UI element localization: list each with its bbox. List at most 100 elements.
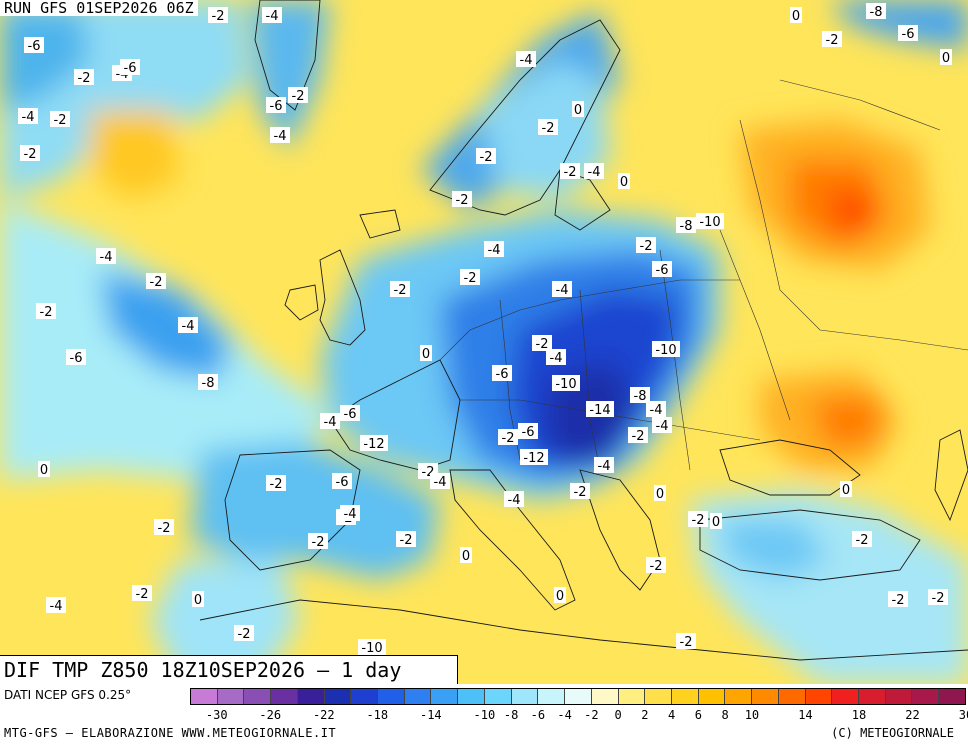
contour-label: -2: [312, 535, 325, 550]
color-scale-step: [618, 689, 646, 704]
contour-label: -4: [656, 419, 669, 434]
data-source-label: DATI NCEP GFS 0.25°: [4, 688, 132, 702]
contour-label-bg: [628, 427, 648, 443]
contour-label: -4: [50, 599, 63, 614]
contour-label: -2: [150, 275, 163, 290]
color-scale-tick-label: -18: [366, 708, 389, 722]
contour-label-bg: [66, 349, 86, 365]
color-scale-step: [191, 689, 218, 704]
contour-label: 0: [194, 593, 202, 608]
contour-label: -8: [202, 376, 215, 391]
color-scale-step: [858, 689, 886, 704]
contour-label: -2: [542, 121, 555, 136]
contour-label: -4: [520, 53, 533, 68]
contour-label-bg: [38, 461, 50, 477]
color-scale-tick-label: 22: [905, 708, 920, 722]
contour-label-bg: [420, 345, 432, 361]
contour-label: -6: [902, 27, 915, 42]
contour-label-bg: [266, 475, 286, 491]
contour-label-bg: [192, 591, 204, 607]
anomaly-fill-layer: [0, 0, 968, 684]
contour-label: -2: [480, 150, 493, 165]
contour-label: -2: [40, 305, 53, 320]
contour-label-bg: [888, 591, 908, 607]
contour-label-bg: [358, 639, 386, 655]
contour-label-bg: [618, 173, 630, 189]
color-scale-step: [565, 689, 592, 704]
contour-label: -6: [522, 425, 535, 440]
contour-label: -4: [550, 351, 563, 366]
color-scale-step: [671, 689, 699, 704]
contour-label-bg: [710, 513, 722, 529]
contour-label-bg: [688, 511, 708, 527]
contour-label-bg: [452, 191, 472, 207]
contour-label-bg: [476, 148, 496, 164]
contour-label: -2: [680, 635, 693, 650]
contour-label-bg: [552, 375, 580, 391]
color-scale-tick-label: 6: [694, 708, 703, 722]
contour-label-bg: [520, 449, 548, 465]
color-scale-step: [939, 689, 965, 704]
contour-label-bg: [630, 387, 650, 403]
contour-label: -2: [238, 627, 251, 642]
contour-label: 0: [792, 9, 800, 24]
copyright-label: (C) METEOGIORNALE: [831, 726, 954, 740]
contour-label-bg: [518, 423, 538, 439]
contour-label: 0: [40, 463, 48, 478]
contour-label-bg: [198, 374, 218, 390]
contour-label-bg: [696, 213, 724, 229]
contour-label: -4: [344, 507, 357, 522]
contour-label: 0: [942, 51, 950, 66]
color-scale-step: [645, 689, 672, 704]
contour-label-bg: [270, 127, 290, 143]
contour-label-bg: [652, 417, 672, 433]
contour-label-bg: [646, 401, 666, 417]
contour-label: -2: [632, 429, 645, 444]
contour-label: -2: [892, 593, 905, 608]
contour-label: 0: [620, 175, 628, 190]
contour-label: 0: [842, 483, 850, 498]
contour-label: -8: [634, 389, 647, 404]
contour-label: -6: [496, 367, 509, 382]
color-scale-ticks: -30 -26 -22 -18 -14 -10 -8 -6 -4 -2 0 2 4 6 8 10 14 18 22 3…: [190, 708, 968, 724]
contour-label-bg: [652, 261, 672, 277]
contour-labels: -4 -2 -6 -4 -6 -2 -6 -4 -2 -4 -2 -2 -4 -2 -2 0 -2 -2 -4 0 -4…: [18, 3, 952, 656]
color-scale-bar: [190, 688, 966, 705]
map-canvas: -4 -2 -6 -4 -6 -2 -6 -4 -2 -4 -2 -2 -4 -2 -2 0 -2 -2 -4 0 -4…: [0, 0, 968, 684]
contour-label: -6: [70, 351, 83, 366]
color-scale-tick-label: -14: [419, 708, 442, 722]
contour-label: -6: [344, 407, 357, 422]
color-scale-step: [297, 689, 325, 704]
contour-label: -12: [363, 437, 384, 452]
contour-label-bg: [24, 37, 44, 53]
contour-label: -2: [54, 113, 67, 128]
contour-label-bg: [492, 365, 512, 381]
contour-label: -4: [100, 250, 113, 265]
contour-label-bg: [266, 97, 286, 113]
contour-label-bg: [390, 281, 410, 297]
contour-label: -4: [266, 9, 279, 24]
contour-label-bg: [50, 111, 70, 127]
contour-label-bg: [18, 108, 38, 124]
contour-label-bg: [790, 7, 802, 23]
color-scale-step: [778, 689, 806, 704]
contour-label-bg: [460, 269, 480, 285]
color-scale-step: [752, 689, 779, 704]
contour-label: -10: [555, 377, 576, 392]
contour-label-bg: [308, 533, 328, 549]
contour-label: 0: [574, 103, 582, 118]
contour-label-bg: [584, 163, 604, 179]
contour-label: -2: [502, 431, 515, 446]
contour-label: -14: [589, 403, 610, 418]
contour-label-bg: [146, 273, 166, 289]
color-scale-step: [832, 689, 859, 704]
contour-label-bg: [360, 435, 388, 451]
contour-label: -2: [400, 533, 413, 548]
contour-label-bg: [460, 547, 472, 563]
contour-label: -2: [826, 33, 839, 48]
contour-label-bg: [546, 349, 566, 365]
color-scale-step: [351, 689, 379, 704]
contour-label: -8: [870, 5, 883, 20]
contour-label-bg: [36, 303, 56, 319]
contour-label: -4: [434, 475, 447, 490]
